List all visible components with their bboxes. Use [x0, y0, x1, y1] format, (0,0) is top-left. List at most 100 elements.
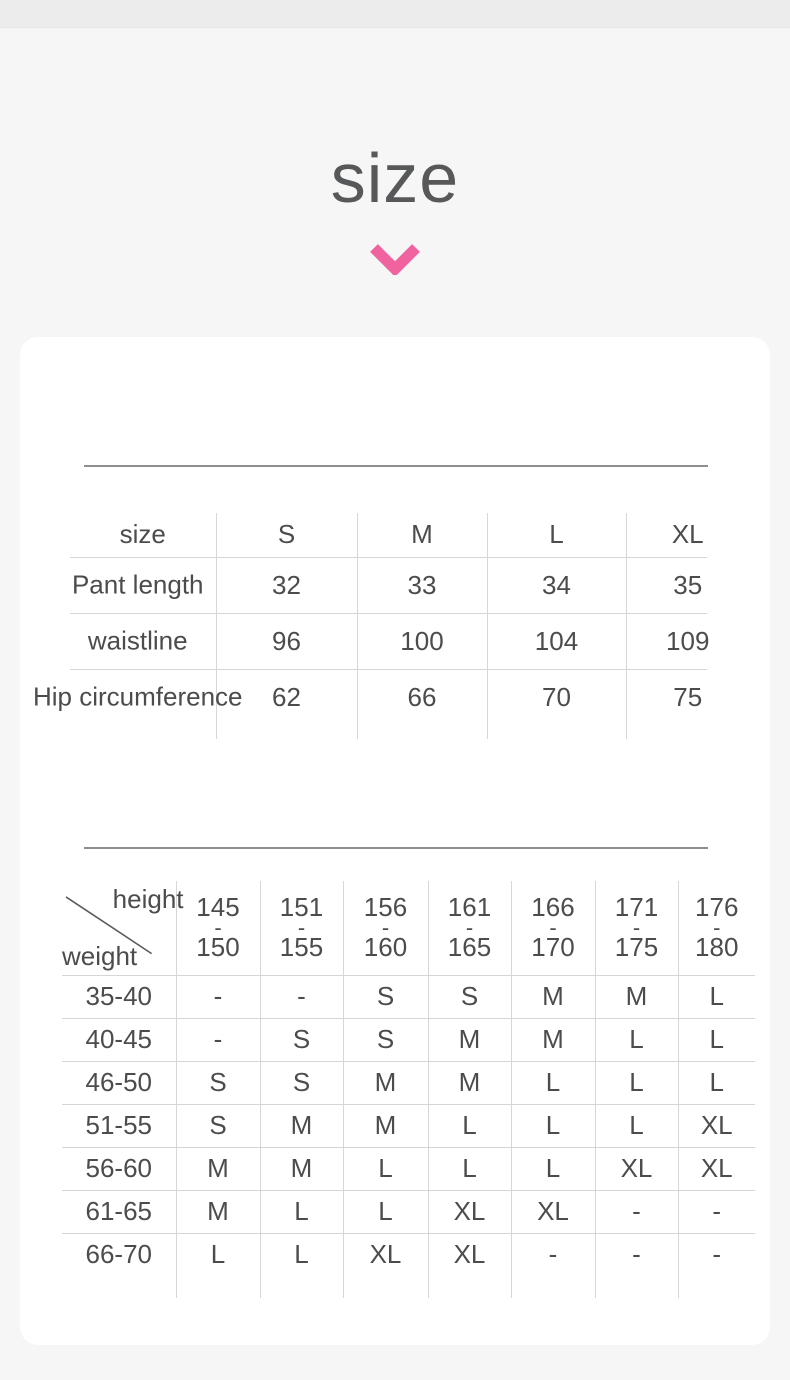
cell-text: S — [209, 1110, 227, 1140]
overhang-cell — [510, 1276, 595, 1298]
cell-text: 96 — [272, 625, 301, 656]
cell-text: XL — [537, 1196, 569, 1226]
fit-cell: L — [259, 1189, 343, 1233]
cell-text: - — [297, 981, 306, 1011]
range-separator: - — [297, 915, 306, 941]
overhang-cell — [486, 725, 626, 739]
height-range-cell: 166-170 — [510, 881, 595, 975]
range-to: 175 — [614, 932, 659, 963]
table-cell: 35 — [625, 556, 707, 613]
cell-text: 46-50 — [85, 1067, 153, 1097]
fit-cell: S — [342, 974, 428, 1018]
fit-cell: - — [677, 1189, 755, 1233]
fit-cell: L — [342, 1146, 428, 1190]
cell-text: 109 — [666, 625, 710, 656]
fit-cell: M — [259, 1103, 343, 1147]
fit-cell: - — [594, 1232, 678, 1276]
cell-text: size — [119, 519, 166, 550]
fit-cell: L — [427, 1146, 511, 1190]
fit-cell: L — [175, 1232, 260, 1276]
height-weight-table: height weight 145-150 151-155 156-160 161-165… — [62, 881, 755, 1298]
fit-cell: XL — [510, 1189, 595, 1233]
overhang-cell — [625, 725, 707, 739]
fit-cell: - — [594, 1189, 678, 1233]
cell-text: M — [207, 1153, 229, 1183]
garment-size-table: size S M L XL Pant length 32 33 34 35 waistline 96 1… — [33, 513, 710, 739]
weight-label: weight — [62, 940, 138, 971]
cell-text: M — [625, 981, 648, 1011]
cell-text: - — [548, 1239, 558, 1270]
cell-text: XL — [453, 1196, 486, 1226]
page-title: size — [330, 139, 460, 217]
table-row: Pant length 32 33 34 35 — [70, 556, 707, 613]
fit-cell: S — [342, 1017, 428, 1061]
table-cell: 34 — [486, 556, 626, 613]
cell-text: S — [209, 1067, 227, 1097]
cell-text: L — [378, 1153, 393, 1183]
fit-cell: M — [427, 1060, 511, 1104]
cell-text: L — [709, 1024, 724, 1054]
table-cell: 104 — [486, 612, 626, 669]
garment-size-table-body: size S M L XL Pant length 32 33 34 35 waistline 96 1… — [33, 513, 710, 739]
fit-cell: M — [510, 1017, 595, 1061]
cell-text: M — [542, 1024, 564, 1054]
fit-cell: M — [259, 1146, 343, 1190]
height-range-cell: 156-160 — [342, 881, 428, 975]
section-divider — [84, 847, 708, 849]
fit-cell: M — [342, 1103, 428, 1147]
cell-text: waistline — [87, 625, 188, 656]
table-row: 46-50 S S M M L L L — [62, 1060, 755, 1104]
fit-cell: L — [594, 1060, 678, 1104]
range-from: 151 — [279, 892, 324, 923]
range-separator: - — [381, 915, 390, 941]
fit-cell: XL — [677, 1146, 755, 1190]
section-divider — [84, 465, 708, 467]
range-from: 166 — [531, 892, 575, 923]
cell-text: - — [213, 981, 223, 1011]
range-from: 161 — [447, 892, 492, 923]
fit-cell: XL — [342, 1232, 428, 1276]
table-row: Hip circumference 62 66 70 75 — [33, 668, 707, 725]
header-size-xl: XL — [625, 513, 707, 557]
height-label: height — [112, 884, 184, 914]
height-range-cell: 171-175 — [594, 881, 678, 975]
cell-text: L — [709, 1067, 724, 1097]
cell-text: S — [460, 981, 479, 1011]
range-from: 176 — [695, 892, 739, 923]
overhang-row — [70, 725, 707, 739]
fit-cell: M — [342, 1060, 428, 1104]
range-from: 145 — [196, 892, 240, 923]
cell-text: 34 — [542, 569, 571, 600]
row-label: waistline — [70, 612, 216, 669]
cell-text: XL — [620, 1153, 653, 1183]
table-cell: 33 — [356, 556, 487, 613]
cell-text: Pant length — [71, 569, 204, 600]
range-to: 180 — [695, 932, 739, 963]
cell-text: L — [294, 1239, 309, 1270]
fit-cell: L — [677, 1017, 755, 1061]
fit-cell: S — [175, 1060, 260, 1104]
weight-range-label: 66-70 — [62, 1232, 176, 1276]
diagonal-line — [65, 896, 153, 955]
fit-cell: XL — [594, 1146, 678, 1190]
chevron-down-icon — [370, 244, 420, 275]
fit-cell: XL — [677, 1103, 755, 1147]
fit-cell: - — [175, 1017, 260, 1061]
fit-cell: L — [594, 1103, 678, 1147]
fit-cell: M — [510, 974, 595, 1018]
fit-cell: M — [594, 974, 678, 1018]
fit-cell: L — [342, 1189, 428, 1233]
fit-cell: M — [175, 1189, 260, 1233]
cell-text: 70 — [542, 681, 571, 712]
cell-text: Hip circumference — [32, 681, 243, 712]
weight-range-label: 56-60 — [62, 1146, 176, 1190]
fit-cell: L — [510, 1103, 595, 1147]
fit-cell: S — [175, 1103, 260, 1147]
range-to: 170 — [531, 932, 575, 963]
overhang-cell — [175, 1276, 260, 1298]
cell-text: XL — [700, 1110, 733, 1140]
cell-text: S — [292, 1024, 311, 1054]
fit-cell: M — [427, 1017, 511, 1061]
cell-text: L — [210, 1239, 226, 1270]
corner-cell: height weight — [62, 881, 184, 975]
